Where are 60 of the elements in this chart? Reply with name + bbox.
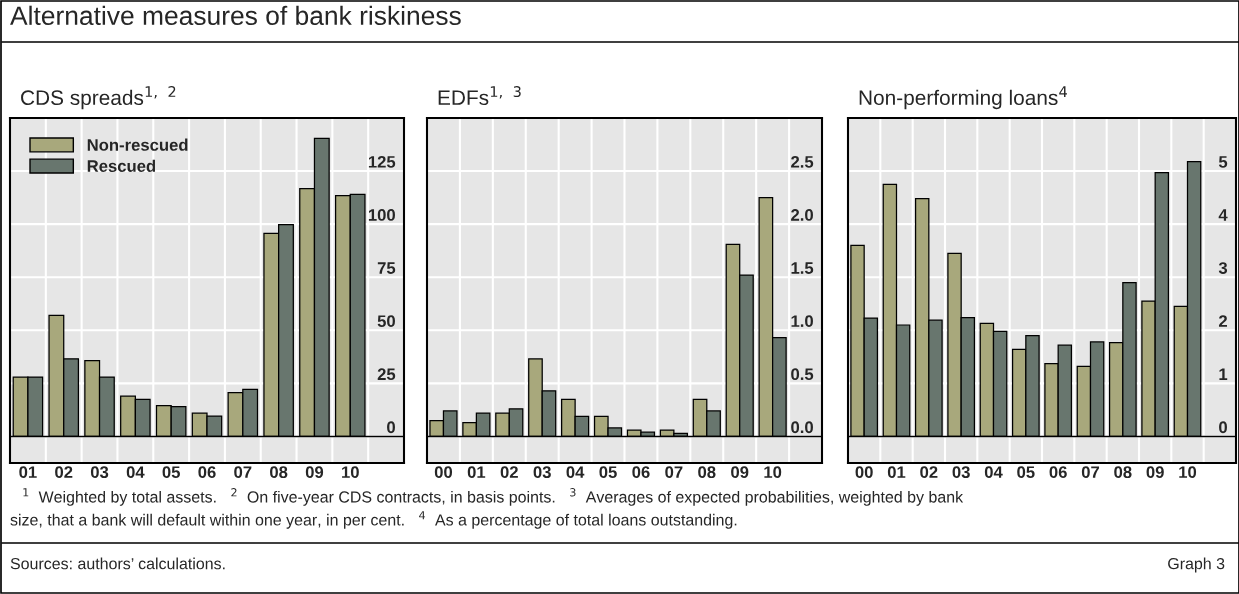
x-tick-label: 05 [1017, 466, 1035, 479]
y-tick-label: 1.5 [791, 262, 814, 274]
text: Alternative measures of bank riskiness [10, 5, 461, 26]
x-tick-label: 00 [434, 466, 453, 479]
x-tick-label: 05 [599, 466, 617, 479]
x-tick-label: 10 [1179, 466, 1197, 479]
x-tick-label: 05 [162, 466, 180, 479]
chart-title: EDFs$^{1, 3}$ [438, 86, 521, 106]
y-tick-label: 2 [1218, 315, 1227, 327]
x-tick-label: 06 [632, 466, 650, 479]
x-tick-label: 10 [342, 466, 359, 479]
x-tick-label: 06 [198, 466, 216, 479]
x-tick-label: 04 [984, 466, 1003, 479]
x-tick-label: 03 [90, 466, 109, 479]
x-tick-label: 02 [500, 466, 518, 479]
y-tick-label: 0.0 [791, 421, 813, 434]
y-tick-label: 1 [1219, 368, 1228, 380]
x-tick-label: 04 [126, 466, 145, 479]
y-tick-label: 125 [368, 155, 396, 168]
y-tick-label: 75 [377, 262, 396, 274]
x-tick-label: 07 [665, 466, 683, 479]
y-tick-label: 50 [377, 315, 395, 328]
chart-title: Non-performing loans$^{4}$ [859, 86, 1067, 110]
x-tick-label: 04 [566, 466, 585, 479]
x-tick-label: 08 [270, 466, 288, 479]
y-tick-label: 2.0 [791, 209, 813, 221]
x-tick-label: 00 [855, 466, 873, 479]
x-tick-label: 07 [1081, 466, 1100, 479]
x-tick-label: 02 [920, 466, 938, 479]
text: size, that a bank will default within one year, in per cent. $^{4}$ As a percentage of total loans outstanding. [10, 511, 737, 529]
x-tick-label: 01 [887, 466, 906, 479]
x-tick-label: 08 [1114, 466, 1132, 479]
y-tick-label: 2.5 [791, 155, 814, 168]
y-tick-label: 0.5 [791, 368, 814, 381]
x-tick-label: 09 [305, 466, 324, 479]
chart-title: CDS spreads$^{1, 2}$ [21, 86, 176, 110]
y-tick-label: 1.0 [791, 315, 813, 328]
x-tick-label: 09 [731, 466, 749, 479]
x-tick-label: 03 [952, 466, 970, 479]
x-tick-label: 06 [1049, 466, 1067, 479]
y-tick-label: 100 [368, 209, 395, 221]
caption: Graph 3 [1168, 557, 1225, 573]
x-tick-label: 01 [19, 466, 37, 479]
y-tick-label: 0 [387, 421, 395, 434]
x-tick-label: 08 [698, 466, 716, 479]
x-tick-label: 07 [234, 466, 252, 479]
x-tick-label: 10 [764, 466, 782, 479]
legend-label: Rescued [87, 159, 156, 172]
y-tick-label: 25 [377, 368, 396, 381]
y-tick-label: 4 [1218, 209, 1228, 221]
x-tick-label: 02 [55, 466, 73, 479]
y-tick-label: 0 [1219, 421, 1227, 434]
legend-label: Non-rescued [87, 138, 188, 151]
y-tick-label: 3 [1218, 262, 1228, 274]
x-tick-label: 01 [467, 466, 486, 479]
y-tick-label: 5 [1218, 156, 1228, 168]
x-tick-label: 03 [533, 466, 551, 479]
text: $^{1}$ Weighted by total assets. $^{2}$ On five-year CDS contracts, in basis points. $^{3}$ Averages of expected probabilities, weighted by bank [23, 488, 964, 506]
source-note: Sources: authors’ calculations. [10, 557, 225, 570]
x-tick-label: 09 [1146, 466, 1164, 479]
